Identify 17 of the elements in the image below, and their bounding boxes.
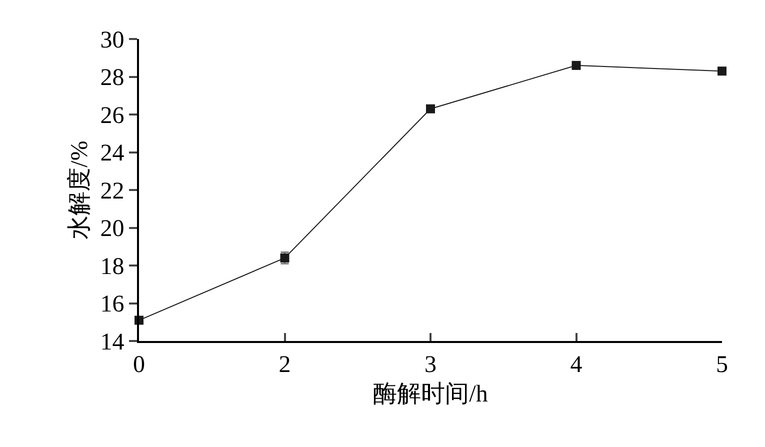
y-tick-label: 28: [100, 65, 124, 92]
y-tick-label: 18: [100, 254, 124, 280]
y-tick-label: 22: [100, 178, 124, 204]
x-tick-label: 5: [716, 352, 728, 378]
x-tick-label: 3: [424, 352, 436, 378]
x-tick-label: 0: [133, 352, 145, 378]
y-tick-label: 26: [100, 102, 124, 129]
y-tick-label: 30: [100, 27, 124, 54]
x-tick-label: 2: [278, 352, 291, 378]
y-tick-label: 20: [100, 216, 124, 242]
x-tick-label: 4: [570, 352, 582, 378]
y-axis-title: 水解度/%: [66, 140, 93, 240]
y-tick-label: 24: [100, 140, 124, 167]
point: [718, 66, 726, 76]
y-tick-label: 14: [100, 329, 124, 356]
x-axis-title: 酶解时间/h: [373, 382, 488, 408]
y-tick-label: 16: [100, 292, 124, 318]
